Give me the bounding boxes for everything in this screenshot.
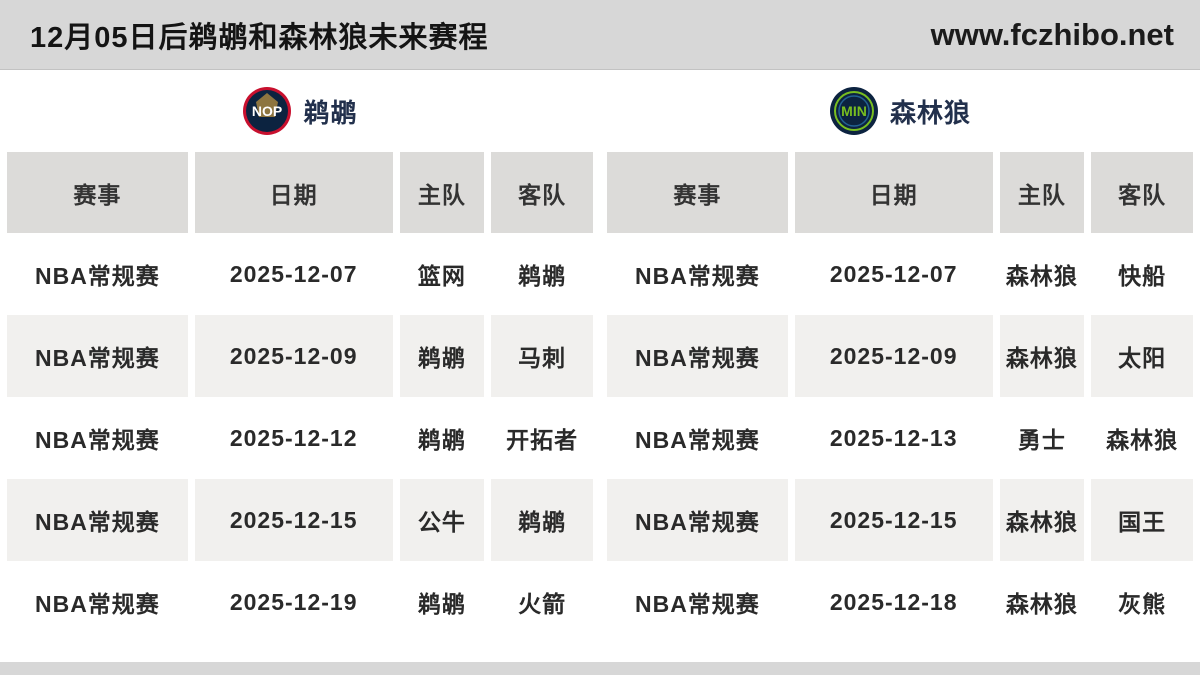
team-name-timberwolves: 森林狼 <box>889 97 971 128</box>
col-header-event: 赛事 <box>7 152 188 233</box>
home-team-cell: 鹈鹕 <box>399 315 485 397</box>
event-cell: NBA常规赛 <box>607 315 788 397</box>
away-team-cell: 火箭 <box>491 561 593 643</box>
home-team-cell: 森林狼 <box>999 479 1085 561</box>
away-team-cell: 快船 <box>1091 233 1193 315</box>
away-team-cell: 太阳 <box>1091 315 1193 397</box>
header-row: 赛事 日期 主队 客队 <box>7 152 593 233</box>
date-cell: 2025-12-19 <box>194 561 393 643</box>
title-bar: 12月05日后鹈鹕和森林狼未来赛程 www.fczhibo.net <box>0 0 1200 70</box>
team-header-row: NOP 鹈鹕 MIN 森林狼 <box>0 70 1200 152</box>
date-cell: 2025-12-13 <box>794 397 993 479</box>
table-row: NBA常规赛 2025-12-12 鹈鹕 开拓者 <box>7 397 593 479</box>
date-cell: 2025-12-07 <box>194 233 393 315</box>
pelicans-badge-icon: NOP <box>243 87 292 135</box>
header-row: 赛事 日期 主队 客队 <box>607 152 1193 233</box>
away-team-cell: 国王 <box>1091 479 1193 561</box>
home-team-cell: 森林狼 <box>999 315 1085 397</box>
timberwolves-badge-icon: MIN <box>829 87 878 135</box>
home-team-cell: 公牛 <box>399 479 485 561</box>
event-cell: NBA常规赛 <box>607 561 788 643</box>
home-team-cell: 篮网 <box>399 233 485 315</box>
col-header-date: 日期 <box>194 152 393 233</box>
table-row: NBA常规赛 2025-12-07 篮网 鹈鹕 <box>7 233 593 315</box>
away-team-cell: 马刺 <box>491 315 593 397</box>
pelicans-schedule-table: 赛事 日期 主队 客队 NBA常规赛 2025-12-07 篮网 鹈鹕 NBA常… <box>0 152 600 643</box>
event-cell: NBA常规赛 <box>7 315 188 397</box>
col-header-date: 日期 <box>794 152 993 233</box>
table-row: NBA常规赛 2025-12-15 公牛 鹈鹕 <box>7 479 593 561</box>
team-name-pelicans: 鹈鹕 <box>303 97 358 128</box>
table-row: NBA常规赛 2025-12-18 森林狼 灰熊 <box>607 561 1193 643</box>
table-row: NBA常规赛 2025-12-19 鹈鹕 火箭 <box>7 561 593 643</box>
col-header-event: 赛事 <box>607 152 788 233</box>
event-cell: NBA常规赛 <box>7 561 188 643</box>
date-cell: 2025-12-07 <box>794 233 993 315</box>
event-cell: NBA常规赛 <box>607 233 788 315</box>
home-team-cell: 森林狼 <box>999 233 1085 315</box>
home-team-cell: 鹈鹕 <box>399 397 485 479</box>
col-header-away: 客队 <box>1091 152 1193 233</box>
home-team-cell: 森林狼 <box>999 561 1085 643</box>
event-cell: NBA常规赛 <box>7 233 188 315</box>
schedule-tables: 赛事 日期 主队 客队 NBA常规赛 2025-12-07 篮网 鹈鹕 NBA常… <box>0 152 1200 643</box>
date-cell: 2025-12-18 <box>794 561 993 643</box>
col-header-away: 客队 <box>491 152 593 233</box>
away-team-cell: 开拓者 <box>491 397 593 479</box>
svg-text:MIN: MIN <box>841 103 867 119</box>
table-row: NBA常规赛 2025-12-07 森林狼 快船 <box>607 233 1193 315</box>
home-team-cell: 鹈鹕 <box>399 561 485 643</box>
team-pelicans: NOP 鹈鹕 <box>0 86 600 136</box>
event-cell: NBA常规赛 <box>7 397 188 479</box>
date-cell: 2025-12-09 <box>794 315 993 397</box>
date-cell: 2025-12-09 <box>194 315 393 397</box>
date-cell: 2025-12-15 <box>794 479 993 561</box>
table-row: NBA常规赛 2025-12-09 鹈鹕 马刺 <box>7 315 593 397</box>
team-timberwolves: MIN 森林狼 <box>600 86 1200 136</box>
away-team-cell: 森林狼 <box>1091 397 1193 479</box>
schedule-card: NOP 鹈鹕 MIN 森林狼 赛事 日期 主队 客队 <box>0 70 1200 662</box>
away-team-cell: 灰熊 <box>1091 561 1193 643</box>
away-team-cell: 鹈鹕 <box>491 233 593 315</box>
table-row: NBA常规赛 2025-12-15 森林狼 国王 <box>607 479 1193 561</box>
table-row: NBA常规赛 2025-12-09 森林狼 太阳 <box>607 315 1193 397</box>
timberwolves-schedule-table: 赛事 日期 主队 客队 NBA常规赛 2025-12-07 森林狼 快船 NBA… <box>600 152 1200 643</box>
page-title: 12月05日后鹈鹕和森林狼未来赛程 <box>30 21 489 54</box>
table-row: NBA常规赛 2025-12-13 勇士 森林狼 <box>607 397 1193 479</box>
col-header-home: 主队 <box>399 152 485 233</box>
event-cell: NBA常规赛 <box>7 479 188 561</box>
home-team-cell: 勇士 <box>999 397 1085 479</box>
site-url: www.fczhibo.net <box>930 16 1174 52</box>
event-cell: NBA常规赛 <box>607 397 788 479</box>
date-cell: 2025-12-12 <box>194 397 393 479</box>
date-cell: 2025-12-15 <box>194 479 393 561</box>
svg-text:NOP: NOP <box>252 103 282 119</box>
col-header-home: 主队 <box>999 152 1085 233</box>
away-team-cell: 鹈鹕 <box>491 479 593 561</box>
event-cell: NBA常规赛 <box>607 479 788 561</box>
